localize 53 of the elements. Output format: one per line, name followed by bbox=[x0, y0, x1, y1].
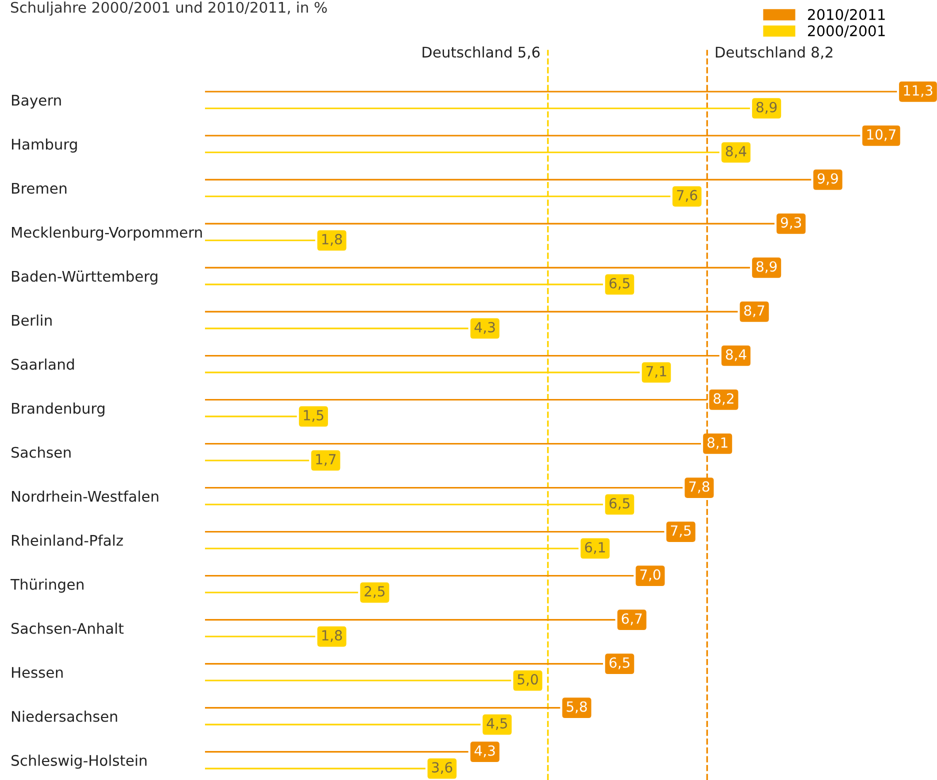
y-tick-label: Berlin bbox=[12, 314, 52, 326]
data-label: 6,5 bbox=[610, 657, 630, 670]
data-label: 8,2 bbox=[714, 393, 734, 406]
y-tick-label: Nordrhein-Westfalen bbox=[12, 490, 158, 502]
y-tick-label: Sachsen bbox=[12, 446, 71, 458]
data-label: 4,3 bbox=[474, 322, 495, 334]
y-tick-label: Bremen bbox=[12, 182, 66, 194]
y-tick-label: Hessen bbox=[12, 667, 63, 678]
data-label: 6,5 bbox=[610, 278, 630, 290]
y-tick-label: Saarland bbox=[12, 358, 74, 370]
y-tick-label: Hamburg bbox=[12, 138, 77, 153]
data-label: 7,1 bbox=[646, 366, 666, 378]
y-tick-label: Baden-Württemberg bbox=[12, 270, 158, 285]
data-label: 7,8 bbox=[689, 481, 710, 494]
data-label: 6,7 bbox=[622, 613, 642, 626]
data-label: 3,6 bbox=[432, 762, 452, 774]
y-tick-label: Brandenburg bbox=[12, 402, 104, 417]
data-label: 11,3 bbox=[904, 85, 932, 98]
ref-line-label: Deutschland 5,6 bbox=[422, 46, 540, 60]
data-label: 8,1 bbox=[707, 437, 728, 450]
y-tick-label: Rheinland-Pfalz bbox=[12, 534, 123, 546]
data-label: 1,8 bbox=[322, 234, 342, 246]
y-tick-label: Schleswig-Holstein bbox=[12, 754, 146, 769]
data-label: 10,7 bbox=[867, 129, 896, 142]
y-tick-label: Niedersachsen bbox=[12, 710, 118, 722]
data-label: 9,9 bbox=[818, 173, 838, 186]
data-label: 7,5 bbox=[670, 525, 691, 538]
y-tick-label: Sachsen-Anhalt bbox=[12, 622, 124, 634]
data-label: 9,3 bbox=[780, 217, 802, 230]
data-label: 8,4 bbox=[726, 349, 746, 362]
data-label: 4,3 bbox=[474, 745, 495, 758]
data-label: 8,9 bbox=[756, 261, 777, 274]
data-label: 1,7 bbox=[316, 454, 336, 466]
data-label: 5,0 bbox=[518, 674, 538, 686]
data-label: 7,6 bbox=[677, 190, 698, 202]
ref-line-label: Deutschland 8,2 bbox=[716, 46, 832, 60]
data-label: 8,4 bbox=[726, 146, 746, 158]
data-label: 8,7 bbox=[744, 305, 764, 318]
legend-label: 2000/2001 bbox=[808, 25, 885, 38]
data-label: 6,5 bbox=[610, 498, 630, 510]
data-label: 1,5 bbox=[304, 410, 324, 422]
y-tick-label: Bayern bbox=[12, 94, 61, 109]
data-label: 5,8 bbox=[566, 701, 587, 714]
y-tick-label: Thüringen bbox=[10, 578, 84, 593]
data-label: 4,5 bbox=[486, 718, 507, 730]
legend-label: 2010/2011 bbox=[808, 9, 885, 22]
data-label: 6,1 bbox=[585, 542, 605, 554]
data-label: 1,8 bbox=[322, 630, 342, 642]
data-label: 8,9 bbox=[756, 102, 777, 114]
y-tick-label: Mecklenburg-Vorpommern bbox=[12, 226, 202, 241]
data-label: 2,5 bbox=[364, 586, 385, 598]
data-label: 7,0 bbox=[640, 569, 660, 582]
chart-title: Schuljahre 2000/2001 und 2010/2011, in % bbox=[10, 2, 327, 16]
